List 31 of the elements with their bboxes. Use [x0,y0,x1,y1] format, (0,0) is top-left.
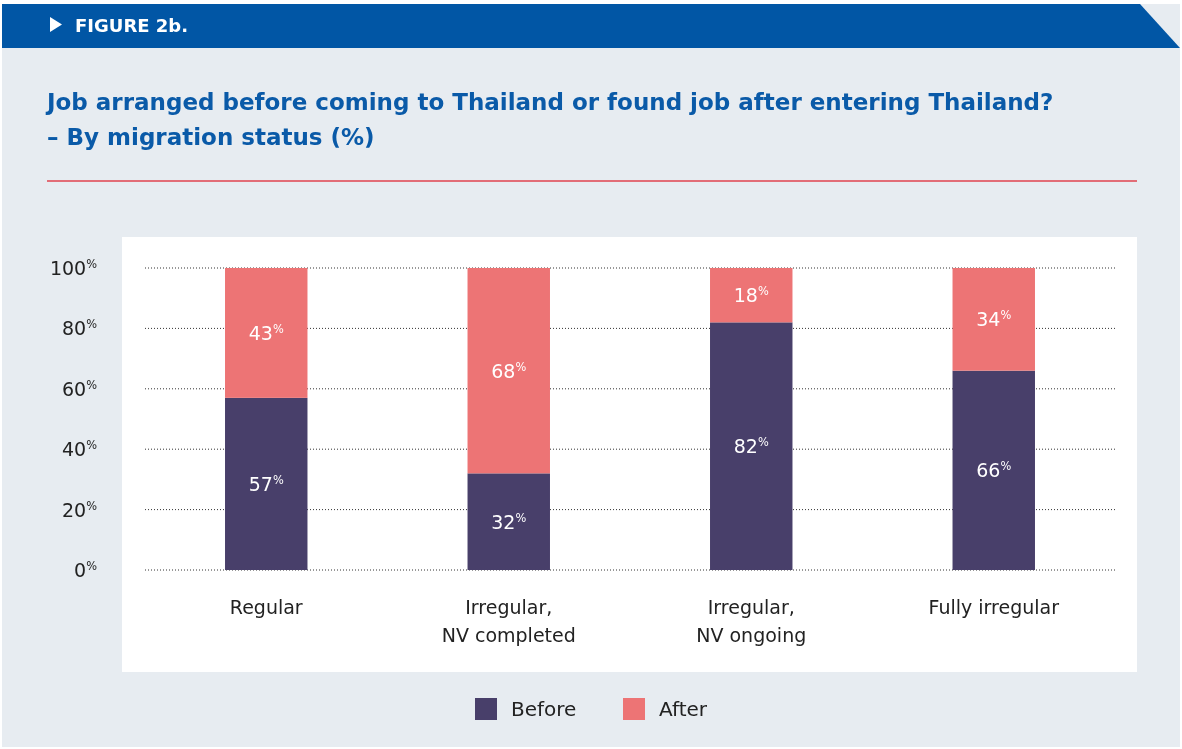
y-tick-label: 80$^{%}$ [61,317,98,340]
chart-subtitle: – By migration status (%) [47,124,375,150]
bar [225,397,308,570]
x-tick-label: Fully irregular [928,596,1060,618]
y-tick-label: 40$^{%}$ [61,438,98,461]
bar [467,268,550,474]
chart-title: Job arranged before coming to Thailand or found job after entering Thailand? [45,89,1054,115]
x-tick-label: Irregular, NV completed [441,596,576,646]
data-label: 57$^{%}$ [248,472,284,495]
data-label: 66$^{%}$ [976,459,1012,482]
x-tick-label: Irregular, NV ongoing [696,596,807,646]
data-label: 32$^{%}$ [491,510,527,533]
bar [225,268,308,398]
bar [710,322,793,570]
y-tick-label: 20$^{%}$ [61,498,98,521]
legend-label: Before [511,697,577,721]
data-label: 43$^{%}$ [248,321,284,344]
bar [952,370,1035,570]
x-tick-label: Regular [229,596,303,618]
bar [710,268,793,323]
data-label: 34$^{%}$ [976,308,1012,331]
data-label: 82$^{%}$ [733,435,769,458]
data-label: 68$^{%}$ [491,359,527,382]
data-label: 18$^{%}$ [733,284,769,307]
bar [467,473,550,570]
legend-label: After [659,697,708,721]
y-tick-label: 60$^{%}$ [61,377,98,400]
y-tick-label: 0$^{%}$ [74,559,98,581]
y-tick-label: 100$^{%}$ [49,257,98,279]
bar [952,268,1035,371]
caption: FIGURE 2b. [75,15,189,36]
